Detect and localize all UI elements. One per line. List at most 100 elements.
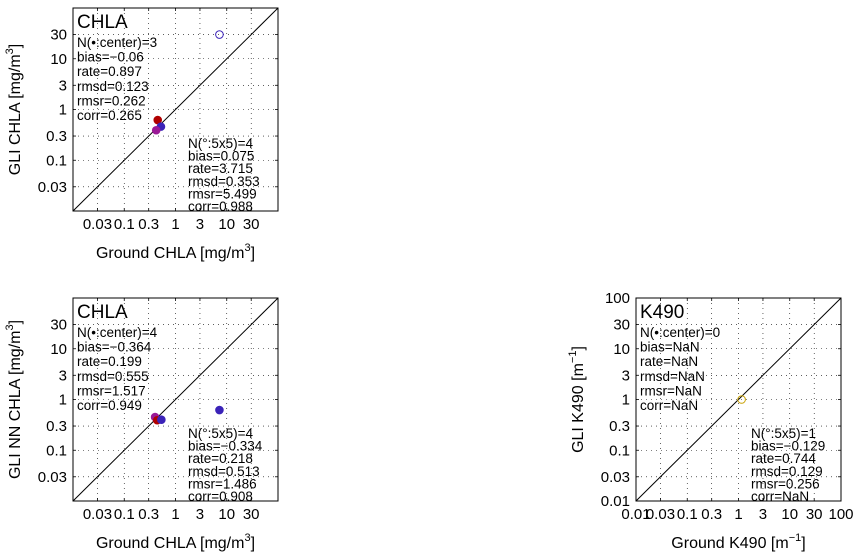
- y-axis-label: GLI NN CHLA [mg/m3]: [4, 320, 24, 479]
- stats-5x5-line: N(°:5x5)=1: [751, 426, 816, 441]
- y-axis-label-sup: 3: [4, 48, 16, 54]
- y-axis-label-tail: ]: [570, 346, 587, 350]
- y-tick-label: 30: [613, 317, 630, 334]
- y-axis-label-main: GLI CHLA [mg/m: [7, 54, 24, 175]
- y-tick-label: 3: [59, 77, 67, 94]
- data-point: [151, 125, 161, 135]
- y-tick-label: 1: [59, 102, 67, 119]
- panel-title: K490: [640, 302, 684, 323]
- stats-center-line: bias=−0.06: [77, 50, 144, 65]
- y-tick-label: 0.1: [609, 442, 630, 459]
- stats-5x5-line: corr=0.988: [188, 199, 253, 214]
- stats-center-line: corr=NaN: [640, 398, 698, 413]
- data-point: [737, 395, 746, 404]
- x-tick-label: 1: [171, 506, 179, 523]
- stats-center-line: N(•:center)=4: [77, 325, 158, 340]
- stats-center-line: corr=0.949: [77, 398, 142, 413]
- stats-5x5-line: rmsr=5.499: [188, 186, 257, 201]
- stats-center-line: N(•:center)=0: [640, 325, 720, 340]
- y-tick-label: 0.1: [46, 152, 67, 169]
- x-tick-label: 0.1: [114, 506, 135, 523]
- x-tick-label: 3: [759, 506, 767, 523]
- panel-title: CHLA: [77, 302, 128, 323]
- stats-center-line: rmsd=0.123: [77, 79, 149, 94]
- stats-5x5-line: N(°:5x5)=4: [188, 426, 254, 441]
- data-point: [215, 405, 224, 415]
- x-tick-label: 30: [243, 506, 260, 523]
- y-tick-label: 0.3: [46, 418, 67, 435]
- y-tick-label: 0.03: [38, 469, 67, 486]
- y-tick-label: 3: [59, 367, 67, 384]
- x-tick-label: 10: [218, 216, 235, 233]
- y-tick-label: 0.3: [46, 128, 67, 145]
- x-axis-label: Ground K490 [m−1]: [671, 532, 805, 552]
- stats-5x5-line: bias=0.075: [188, 149, 254, 164]
- y-axis-label-tail: ]: [7, 320, 24, 324]
- y-tick-label: 10: [50, 341, 67, 358]
- stats-center-line: bias=−0.364: [77, 340, 152, 355]
- stats-center-line: N(•:center)=3: [77, 35, 157, 50]
- stats-center-line: rmsr=NaN: [640, 383, 702, 398]
- one-to-one-line: [72, 7, 279, 212]
- x-axis-label-tail: ]: [251, 535, 255, 552]
- stats-5x5-line: rate=0.218: [188, 451, 253, 466]
- x-tick-label: 0.03: [83, 506, 112, 523]
- y-tick-label: 0.03: [38, 179, 67, 196]
- x-tick-label: 30: [806, 506, 823, 523]
- x-tick-label: 100: [828, 506, 853, 523]
- y-tick-label: 10: [50, 51, 67, 68]
- stats-5x5-line: rmsd=0.353: [188, 174, 260, 189]
- x-tick-label: 30: [243, 216, 260, 233]
- panel-title: CHLA: [77, 12, 128, 33]
- plot-frame: [635, 297, 842, 502]
- stats-center-line: rmsr=1.517: [77, 383, 146, 398]
- x-tick-label: 0.3: [701, 506, 722, 523]
- y-tick-label: 3: [622, 367, 630, 384]
- x-tick-label: 0.03: [646, 506, 675, 523]
- x-tick-label: 0.3: [138, 216, 159, 233]
- x-axis-label-sup: 3: [244, 242, 250, 254]
- one-to-one-line: [72, 297, 279, 502]
- stats-center-line: rate=0.199: [77, 354, 142, 369]
- y-axis-label-main: GLI K490 [m: [570, 363, 587, 453]
- plot-frame: [72, 7, 279, 212]
- y-axis-label-main: GLI NN CHLA [mg/m: [7, 331, 24, 479]
- y-tick-label: 1: [622, 392, 630, 409]
- x-tick-label: 0.01: [621, 506, 650, 523]
- y-axis-label: GLI K490 [m−1]: [567, 346, 587, 453]
- x-tick-label: 1: [734, 506, 742, 523]
- x-axis-label-main: Ground CHLA [mg/m: [96, 245, 245, 262]
- x-tick-label: 1: [171, 216, 179, 233]
- stats-5x5-line: corr=NaN: [751, 489, 809, 504]
- stats-center-line: rmsd=NaN: [640, 369, 705, 384]
- x-tick-label: 0.3: [138, 506, 159, 523]
- x-axis-label-sup: 3: [244, 532, 250, 544]
- data-point: [157, 415, 166, 424]
- y-tick-label: 30: [50, 27, 67, 44]
- stats-5x5-line: rmsd=0.513: [188, 464, 260, 479]
- stats-5x5-line: rate=3.715: [188, 161, 253, 176]
- x-tick-label: 0.1: [677, 506, 698, 523]
- y-axis-label-tail: ]: [7, 44, 24, 48]
- x-axis-label-tail: ]: [251, 245, 255, 262]
- y-tick-label: 100: [605, 290, 630, 307]
- stats-center-line: rate=0.897: [77, 64, 142, 79]
- x-axis-label-main: Ground K490 [m: [671, 535, 788, 552]
- stats-center-line: corr=0.265: [77, 108, 142, 123]
- y-tick-label: 0.3: [609, 418, 630, 435]
- stats-5x5-line: rate=0.744: [751, 451, 816, 466]
- x-tick-label: 10: [781, 506, 798, 523]
- x-tick-label: 3: [196, 216, 204, 233]
- stats-center-line: bias=NaN: [640, 340, 700, 355]
- stats-5x5-line: rmsr=0.256: [751, 476, 820, 491]
- x-tick-label: 0.1: [114, 216, 135, 233]
- stats-5x5-line: rmsd=0.129: [751, 464, 823, 479]
- y-axis-label: GLI CHLA [mg/m3]: [4, 44, 24, 176]
- x-tick-label: 0.03: [83, 216, 112, 233]
- x-axis-label-sup: −1: [789, 532, 802, 544]
- y-axis-label-sup: −1: [567, 351, 579, 364]
- y-axis-label-sup: 3: [4, 324, 16, 330]
- x-axis-label-main: Ground CHLA [mg/m: [96, 535, 245, 552]
- x-axis-label-tail: ]: [801, 535, 805, 552]
